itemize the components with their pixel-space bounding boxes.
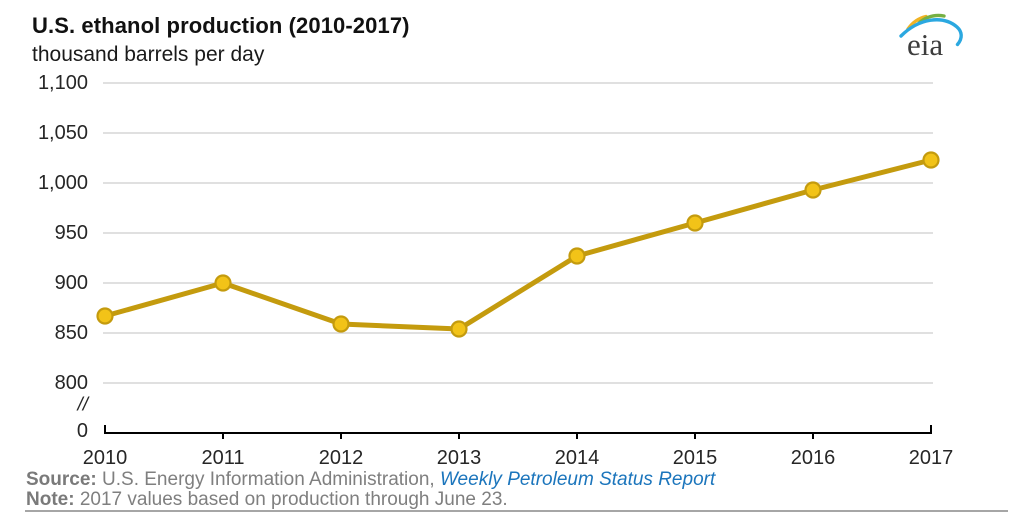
data-point [686, 214, 704, 232]
data-point [922, 151, 940, 169]
x-tick-label: 2014 [555, 447, 600, 469]
data-line [102, 157, 934, 332]
y-tick-label: 1,100 [38, 72, 88, 94]
y-tick-label: 1,000 [38, 172, 88, 194]
data-point [332, 315, 350, 333]
y-tick-label: 1,050 [38, 122, 88, 144]
eia-logo-text: eia [907, 27, 943, 62]
x-tick-label: 2013 [437, 447, 482, 469]
x-tick-label: 2012 [319, 447, 364, 469]
data-point [568, 247, 586, 265]
y-tick-label: 850 [55, 322, 88, 344]
data-point [214, 274, 232, 292]
x-tick-label: 2016 [791, 447, 836, 469]
y-tick-label: 900 [55, 272, 88, 294]
data-point [450, 320, 468, 338]
data-point [96, 307, 114, 325]
source-line: Source: U.S. Energy Information Administ… [26, 469, 715, 491]
eia-logo: eia [893, 6, 985, 66]
y-tick-label: 950 [55, 222, 88, 244]
x-tick-label: 2017 [909, 447, 954, 469]
y-tick-label-zero: 0 [77, 420, 88, 442]
x-axis [104, 425, 932, 434]
data-point [804, 181, 822, 199]
x-tick-label: 2015 [673, 447, 718, 469]
source-link[interactable]: Weekly Petroleum Status Report [439, 469, 716, 490]
note-line: Note: 2017 values based on production th… [26, 489, 508, 511]
note-text: 2017 values based on production through … [74, 489, 508, 510]
bottom-divider [25, 510, 1008, 512]
x-tick-label: 2011 [201, 447, 244, 469]
source-text: U.S. Energy Information Administration, [96, 469, 440, 490]
note-label: Note: [26, 489, 75, 510]
chart-subtitle: thousand barrels per day [32, 43, 265, 66]
chart-title: U.S. ethanol production (2010-2017) [32, 13, 410, 38]
y-tick-label: 800 [55, 372, 88, 394]
axis-break-icon: // [75, 395, 89, 416]
x-tick-label: 2010 [83, 447, 128, 469]
logo-swoosh-blue-icon [899, 18, 963, 47]
source-label: Source: [26, 469, 97, 490]
